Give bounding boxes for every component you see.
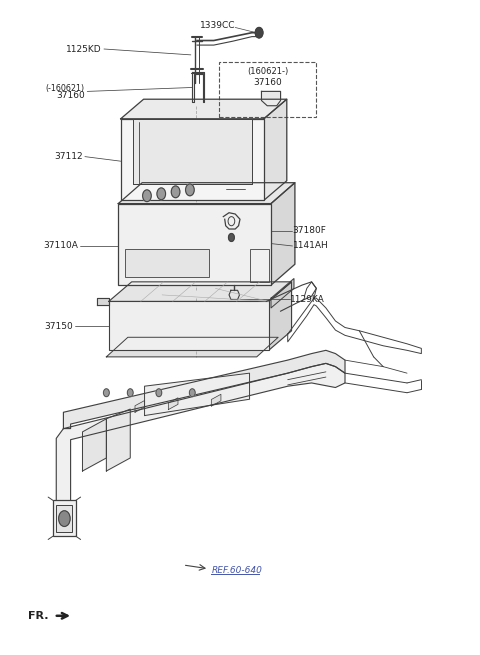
Polygon shape	[83, 419, 107, 471]
Bar	[125, 249, 209, 277]
Circle shape	[127, 389, 133, 397]
Text: 1339CC: 1339CC	[200, 21, 235, 30]
Polygon shape	[107, 409, 130, 471]
Text: REF.60-640: REF.60-640	[211, 566, 262, 574]
Polygon shape	[229, 290, 240, 299]
Polygon shape	[168, 398, 178, 409]
Text: 1141AH: 1141AH	[292, 242, 328, 250]
Circle shape	[59, 511, 70, 527]
Bar	[250, 250, 269, 282]
Polygon shape	[118, 183, 295, 204]
Circle shape	[255, 28, 263, 38]
Bar	[132, 119, 252, 184]
Polygon shape	[63, 350, 345, 428]
Polygon shape	[120, 99, 287, 119]
Polygon shape	[192, 72, 204, 102]
Circle shape	[104, 389, 109, 397]
Text: 37112: 37112	[54, 152, 83, 161]
Text: 37150: 37150	[44, 322, 73, 331]
Text: 37110A: 37110A	[43, 242, 78, 250]
Text: 37180F: 37180F	[292, 227, 326, 235]
Polygon shape	[56, 364, 345, 533]
Polygon shape	[264, 99, 287, 200]
Text: 37160: 37160	[56, 91, 85, 100]
Bar	[56, 505, 72, 532]
Bar	[118, 204, 271, 285]
Circle shape	[186, 184, 194, 196]
Text: 37160: 37160	[253, 79, 282, 87]
Bar	[53, 500, 76, 536]
Polygon shape	[97, 298, 109, 305]
Polygon shape	[211, 394, 221, 406]
Circle shape	[171, 186, 180, 198]
Polygon shape	[109, 282, 291, 301]
Polygon shape	[271, 183, 295, 285]
Circle shape	[190, 389, 195, 397]
Text: (-160621): (-160621)	[46, 84, 85, 92]
Text: (160621-): (160621-)	[247, 67, 288, 77]
Text: 1125KD: 1125KD	[66, 45, 102, 54]
Polygon shape	[107, 337, 278, 357]
Circle shape	[156, 389, 162, 397]
Circle shape	[143, 190, 151, 202]
Circle shape	[157, 188, 166, 200]
Bar	[120, 119, 264, 200]
Circle shape	[228, 234, 234, 242]
Polygon shape	[269, 282, 291, 350]
Bar	[218, 62, 316, 117]
Polygon shape	[271, 278, 294, 308]
Text: 1129KA: 1129KA	[290, 295, 325, 304]
Text: FR.: FR.	[28, 610, 48, 621]
Bar	[109, 301, 269, 350]
Polygon shape	[262, 92, 281, 105]
Polygon shape	[144, 373, 250, 415]
Polygon shape	[135, 401, 144, 412]
